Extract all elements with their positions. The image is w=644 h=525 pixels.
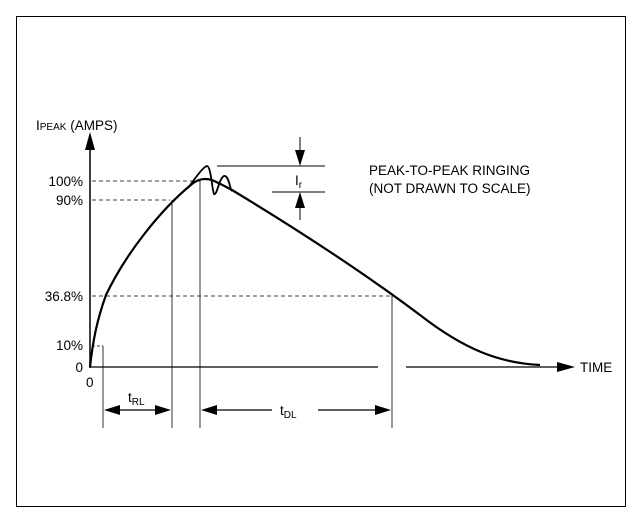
ringing-arrow-bottom-head bbox=[295, 192, 305, 208]
y-axis-arrowhead bbox=[85, 132, 95, 150]
tdl-arrow-left bbox=[201, 405, 217, 415]
y-axis-title: IPEAK (AMPS) bbox=[36, 118, 117, 133]
tick-36: 36.8% bbox=[45, 289, 83, 304]
note-line-2: (NOT DRAWN TO SCALE) bbox=[369, 181, 531, 196]
diagram-frame bbox=[16, 16, 626, 507]
ringing-label: Ir bbox=[295, 173, 303, 191]
tick-90: 90% bbox=[56, 193, 83, 208]
trl-arrow-left bbox=[104, 405, 120, 415]
note-line-1: PEAK-TO-PEAK RINGING bbox=[369, 163, 530, 178]
tick-100: 100% bbox=[48, 174, 83, 189]
ringing-overshoot bbox=[187, 165, 233, 195]
tick-10: 10% bbox=[56, 338, 83, 353]
ringing-arrow-top-head bbox=[295, 150, 305, 166]
origin-label: 0 bbox=[86, 375, 94, 390]
pulse-waveform bbox=[88, 177, 541, 368]
tdl-arrow-right bbox=[375, 405, 391, 415]
trl-arrow-right bbox=[155, 405, 171, 415]
trl-label: tRL bbox=[128, 390, 145, 408]
x-axis-arrowhead bbox=[557, 362, 575, 372]
tick-0: 0 bbox=[75, 360, 83, 375]
x-axis-title: TIME bbox=[580, 360, 612, 375]
tdl-label: tDL bbox=[280, 403, 297, 421]
